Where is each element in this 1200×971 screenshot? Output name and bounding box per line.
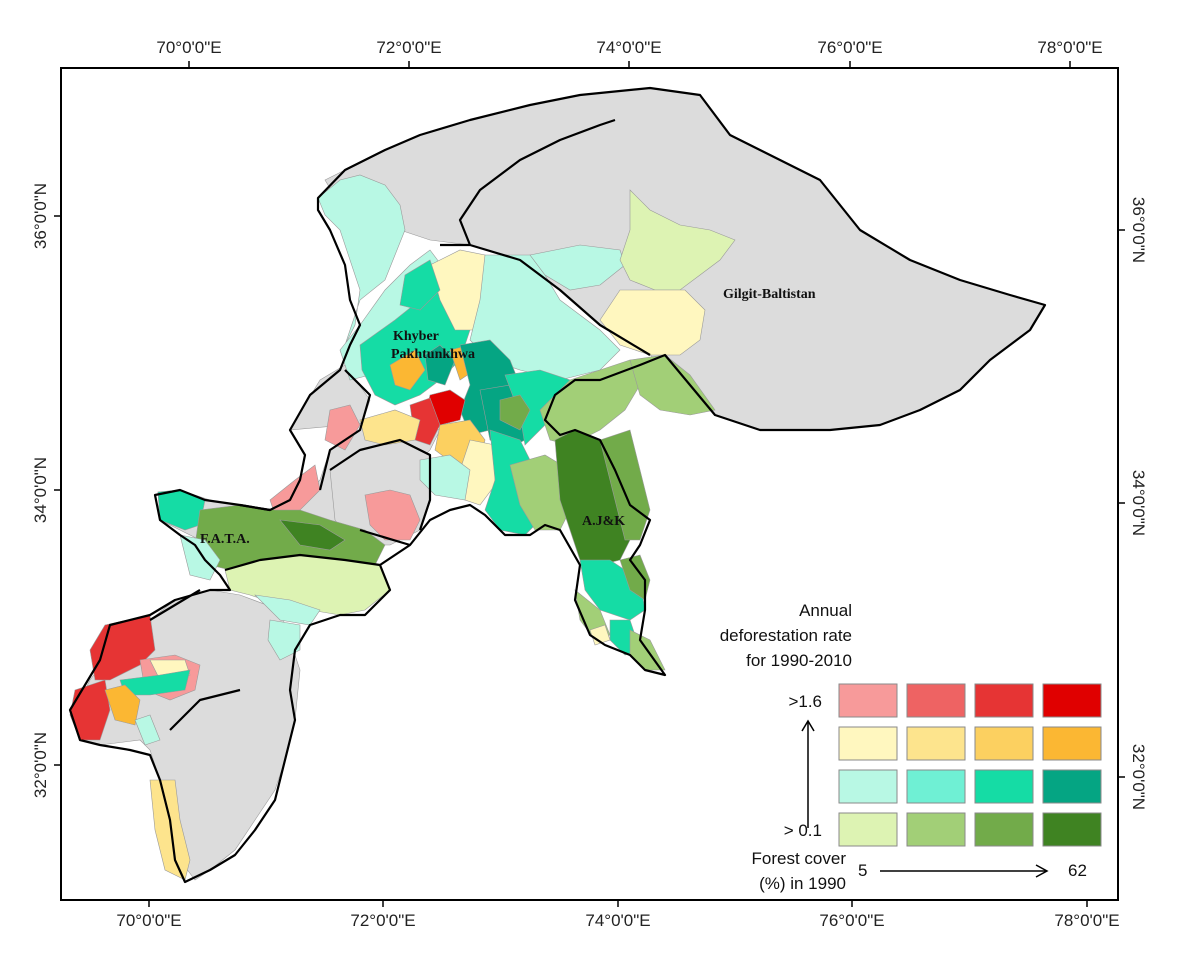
legend-title-3: for 1990-2010 <box>746 651 852 670</box>
legend-x-min: 5 <box>858 861 867 880</box>
legend-swatch <box>906 812 966 847</box>
legend-swatch <box>906 769 966 804</box>
top-tick-label: 70°0'0"E <box>156 38 221 57</box>
legend-swatch <box>906 726 966 761</box>
legend-swatch <box>1042 683 1102 718</box>
bottom-tick-label: 72°0'0"E <box>350 911 415 930</box>
bottom-tick-label: 78°0'0"E <box>1054 911 1119 930</box>
label-fata: F.A.T.A. <box>200 532 250 547</box>
top-tick-label: 78°0'0"E <box>1037 38 1102 57</box>
bottom-tick-label: 70°0'0"E <box>116 911 181 930</box>
legend-swatch <box>1042 769 1102 804</box>
legend-swatch <box>974 769 1034 804</box>
top-tick-label: 74°0'0"E <box>596 38 661 57</box>
legend-low-label: > 0.1 <box>784 821 822 840</box>
right-tick-label: 32°0'0"N <box>1129 744 1148 810</box>
label-ajk: A.J&K <box>582 514 625 529</box>
legend-high-label: >1.6 <box>788 692 822 711</box>
label-gilgit-baltistan: Gilgit-Baltistan <box>723 287 816 302</box>
left-tick-label: 32°0'0"N <box>31 732 50 798</box>
legend-swatch <box>838 683 898 718</box>
left-tick-label: 36°0'0"N <box>31 183 50 249</box>
legend-x-label-1: Forest cover <box>752 849 847 868</box>
bottom-tick-label: 74°0'0"E <box>585 911 650 930</box>
left-tick-label: 34°0'0"N <box>31 457 50 523</box>
legend-title-2: deforestation rate <box>720 626 852 645</box>
legend-swatch <box>1042 812 1102 847</box>
right-tick-label: 36°0'0"N <box>1129 197 1148 263</box>
legend-swatch <box>974 812 1034 847</box>
right-tick-label: 34°0'0"N <box>1129 470 1148 536</box>
legend-swatch-grid <box>838 683 1102 847</box>
axis-ticks: 70°0'0"E 72°0'0"E 74°0'0"E 76°0'0"E 78°0'0"E… <box>31 38 1148 930</box>
legend-horizontal-arrowhead <box>1035 864 1049 878</box>
legend-swatch <box>974 726 1034 761</box>
legend-vertical-arrowhead <box>801 719 815 732</box>
district-fills <box>69 174 736 881</box>
top-tick-label: 72°0'0"E <box>376 38 441 57</box>
legend-swatch <box>838 726 898 761</box>
label-khyber: Khyber <box>393 329 439 344</box>
province-boundaries <box>68 86 1047 884</box>
legend-swatch <box>906 683 966 718</box>
legend-title-1: Annual <box>799 601 852 620</box>
bottom-tick-label: 76°0'0"E <box>819 911 884 930</box>
top-tick-label: 76°0'0"E <box>817 38 882 57</box>
label-pakhtunkhwa: Pakhtunkhwa <box>391 347 475 362</box>
legend-x-label-2: (%) in 1990 <box>759 874 846 893</box>
legend-x-max: 62 <box>1068 861 1087 880</box>
legend-swatch <box>838 812 898 847</box>
legend-swatch <box>1042 726 1102 761</box>
legend-swatch <box>974 683 1034 718</box>
legend-swatch <box>838 769 898 804</box>
legend: Annual deforestation rate for 1990-2010 … <box>720 601 1102 893</box>
